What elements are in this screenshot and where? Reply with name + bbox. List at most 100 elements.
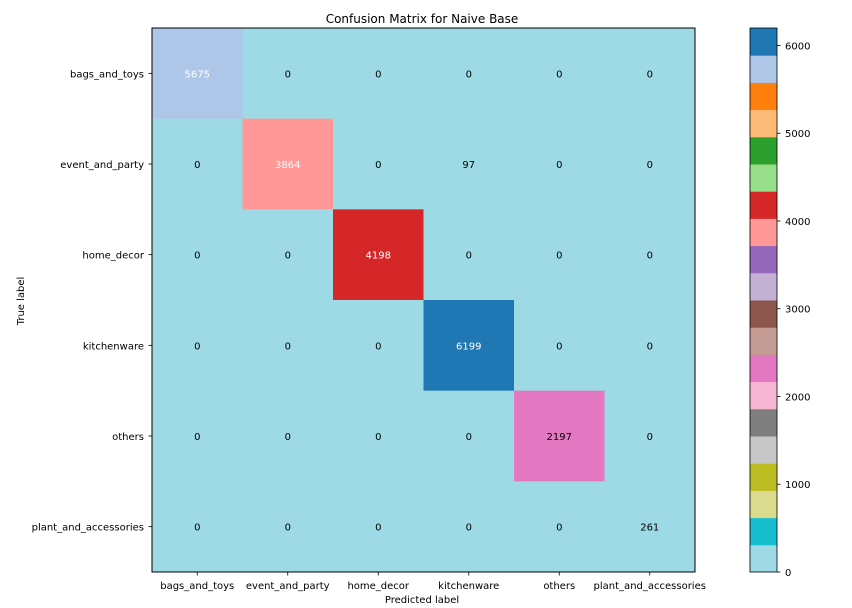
heatmap-cell [514, 300, 605, 392]
heatmap-cell [152, 28, 243, 120]
colorbar-segment [750, 436, 777, 464]
colorbar-tick-label: 5000 [785, 129, 810, 140]
heatmap-cell [604, 118, 696, 210]
heatmap-cell [152, 300, 243, 392]
heatmap-cell [333, 390, 424, 482]
cell-value-label: 0 [375, 432, 381, 443]
cell-value-label: 0 [556, 341, 562, 352]
cell-value-label: 0 [285, 523, 291, 534]
heatmap-cell [514, 209, 605, 301]
colorbar-segment [750, 517, 777, 546]
cell-value-label: 3864 [275, 160, 300, 171]
x-tick-label: kitchenware [438, 581, 499, 592]
colorbar-frame [749, 27, 778, 573]
heatmap-cell [242, 118, 334, 210]
plot-frame [151, 27, 696, 573]
colorbar-tick-label: 1000 [785, 480, 810, 491]
x-tick-label: bags_and_toys [160, 581, 234, 592]
colorbar-segment [750, 82, 777, 111]
cell-value-label: 0 [647, 251, 653, 262]
colorbar-segment [750, 544, 777, 573]
heatmap-cell [152, 390, 243, 482]
heatmap-cell [604, 481, 696, 573]
cell-value-label: 0 [194, 251, 200, 262]
cell-value-label: 0 [375, 523, 381, 534]
cell-value-label: 0 [556, 523, 562, 534]
colorbar-segment [750, 327, 777, 355]
cell-value-label: 0 [194, 523, 200, 534]
colorbar-tick-label: 0 [785, 568, 791, 579]
colorbar-segment [750, 28, 777, 56]
colorbar-tick-label: 6000 [785, 41, 810, 52]
cell-value-label: 0 [285, 341, 291, 352]
cell-value-label: 0 [375, 160, 381, 171]
colorbar-tick-label: 3000 [785, 305, 810, 316]
heatmap-cell [242, 28, 334, 120]
colorbar-segment [750, 191, 777, 219]
heatmap-cell [514, 118, 605, 210]
colorbar-segment [750, 463, 777, 491]
cell-value-label: 4198 [366, 251, 391, 262]
cell-value-label: 0 [375, 341, 381, 352]
colorbar-segment [750, 490, 777, 519]
colorbar-segment [750, 164, 777, 192]
cell-value-label: 0 [647, 160, 653, 171]
x-tick-label: event_and_party [246, 581, 330, 592]
heatmap-cell [242, 300, 334, 392]
colorbar-segment [750, 381, 777, 410]
cell-value-label: 5675 [185, 69, 210, 80]
colorbar-segment [750, 136, 777, 165]
colorbar-segment [750, 218, 777, 247]
heatmap-cell [604, 28, 696, 120]
cell-value-label: 0 [194, 432, 200, 443]
heatmap-cell [604, 209, 696, 301]
cell-value-label: 0 [556, 160, 562, 171]
heatmap-cell [514, 481, 605, 573]
heatmap-cell [423, 28, 515, 120]
heatmap-cell [242, 390, 334, 482]
x-tick-label: home_decor [347, 581, 409, 592]
heatmap-cell [604, 300, 696, 392]
heatmap-cell [242, 209, 334, 301]
cell-value-label: 0 [556, 251, 562, 262]
cell-value-label: 261 [640, 523, 659, 534]
y-tick-label: kitchenware [83, 341, 144, 352]
cell-value-label: 2197 [547, 432, 572, 443]
cell-value-label: 0 [466, 432, 472, 443]
heatmap-cell [604, 390, 696, 482]
chart-title: Confusion Matrix for Naive Base [326, 12, 519, 26]
cell-value-label: 0 [194, 160, 200, 171]
heatmap-cell [514, 28, 605, 120]
heatmap-cell [423, 118, 515, 210]
cell-value-label: 0 [466, 251, 472, 262]
y-tick-label: home_decor [82, 251, 144, 262]
cell-value-label: 0 [647, 432, 653, 443]
heatmap-cell [514, 390, 605, 482]
colorbar [749, 27, 778, 573]
y-tick-label: event_and_party [60, 160, 144, 171]
x-tick-label: plant_and_accessories [594, 581, 706, 592]
colorbar-segment [750, 300, 777, 328]
heatmap-cell [152, 481, 243, 573]
x-tick-labels: bags_and_toys event_and_party home_decor ki… [160, 572, 706, 592]
cell-value-label: 6199 [456, 341, 481, 352]
heatmap-cell [333, 481, 424, 573]
cell-value-label: 0 [285, 251, 291, 262]
cell-annotations: 5675 0 0 0 0 0 0 3864 0 97 0 0 0 0 4198 0 0 0 0 0 0 6199 0 0 0 0 0… [185, 69, 660, 533]
colorbar-segment [750, 354, 777, 383]
heatmap-cell [242, 481, 334, 573]
cell-value-label: 0 [466, 69, 472, 80]
cell-value-label: 0 [647, 341, 653, 352]
heatmap-cell [333, 118, 424, 210]
cell-value-label: 0 [375, 69, 381, 80]
cell-value-label: 0 [647, 69, 653, 80]
colorbar-segment [750, 55, 777, 83]
cell-value-label: 0 [194, 341, 200, 352]
heatmap-cell [333, 300, 424, 392]
y-tick-label: others [112, 432, 144, 443]
heatmap-cell [152, 209, 243, 301]
colorbar-tick-label: 4000 [785, 217, 810, 228]
cell-value-label: 97 [462, 160, 475, 171]
x-axis-label: Predicted label [385, 595, 459, 606]
